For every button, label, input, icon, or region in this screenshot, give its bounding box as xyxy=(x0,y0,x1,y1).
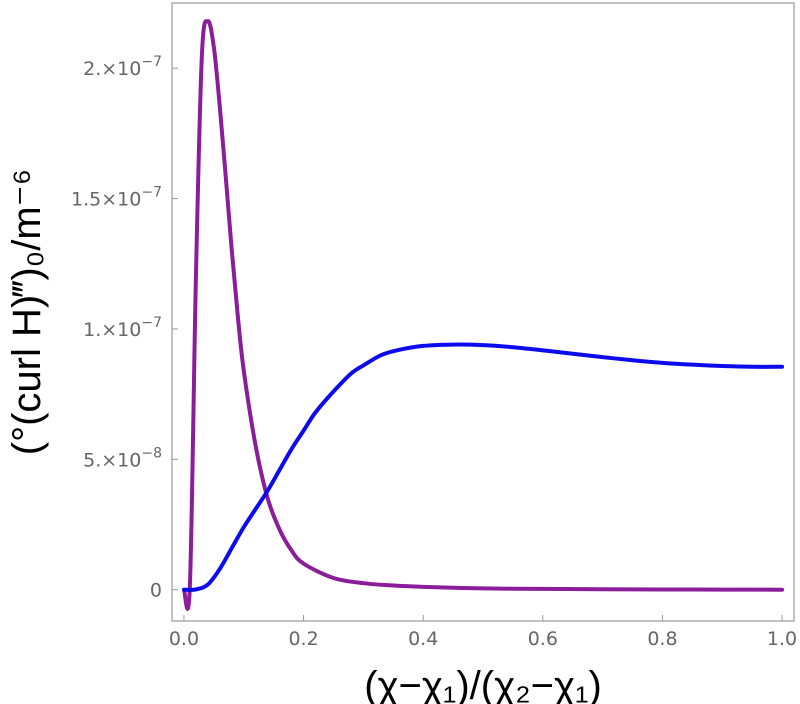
x-tick-label: 0.4 xyxy=(408,628,438,650)
y-axis-ticks: 05.×10−81.×10−71.5×10−72.×10−7 xyxy=(71,54,178,602)
x-axis-title: (χ−χ₁)/(χ₂−χ₁) xyxy=(364,664,602,704)
x-tick-label: 0.0 xyxy=(169,628,199,650)
y-axis-title: (°(curl H)‴)₀/m⁻⁶ xyxy=(5,169,49,456)
plot-frame xyxy=(171,2,795,622)
y-tick-mantissa: 1.5×10 xyxy=(71,189,141,211)
y-tick-mantissa: 2.×10 xyxy=(83,58,141,80)
y-tick-mantissa: 0 xyxy=(150,580,162,602)
series-line-2 xyxy=(181,342,785,592)
y-tick-label: 0 xyxy=(150,580,162,602)
series-line-1 xyxy=(181,19,785,611)
x-axis-ticks: 0.0 0.2 0.4 0.6 0.8 1.0 xyxy=(169,615,797,650)
y-tick-exponent: −7 xyxy=(141,54,162,70)
y-tick-label: 1.×10−7 xyxy=(83,315,162,341)
y-tick-label: 1.5×10−7 xyxy=(71,185,162,211)
x-tick-label: 0.2 xyxy=(288,628,318,650)
y-tick-label: 5.×10−8 xyxy=(83,445,162,471)
x-tick-label: 0.6 xyxy=(528,628,558,650)
y-tick-exponent: −7 xyxy=(141,185,162,201)
x-tick-label: 1.0 xyxy=(767,628,797,650)
y-tick-mantissa: 1.×10 xyxy=(83,319,141,341)
y-tick-label: 2.×10−7 xyxy=(83,54,162,80)
x-tick-label: 0.8 xyxy=(647,628,677,650)
y-tick-mantissa: 5.×10 xyxy=(83,449,141,471)
y-tick-exponent: −8 xyxy=(141,445,162,461)
series-layer xyxy=(181,19,785,611)
y-tick-exponent: −7 xyxy=(141,315,162,331)
